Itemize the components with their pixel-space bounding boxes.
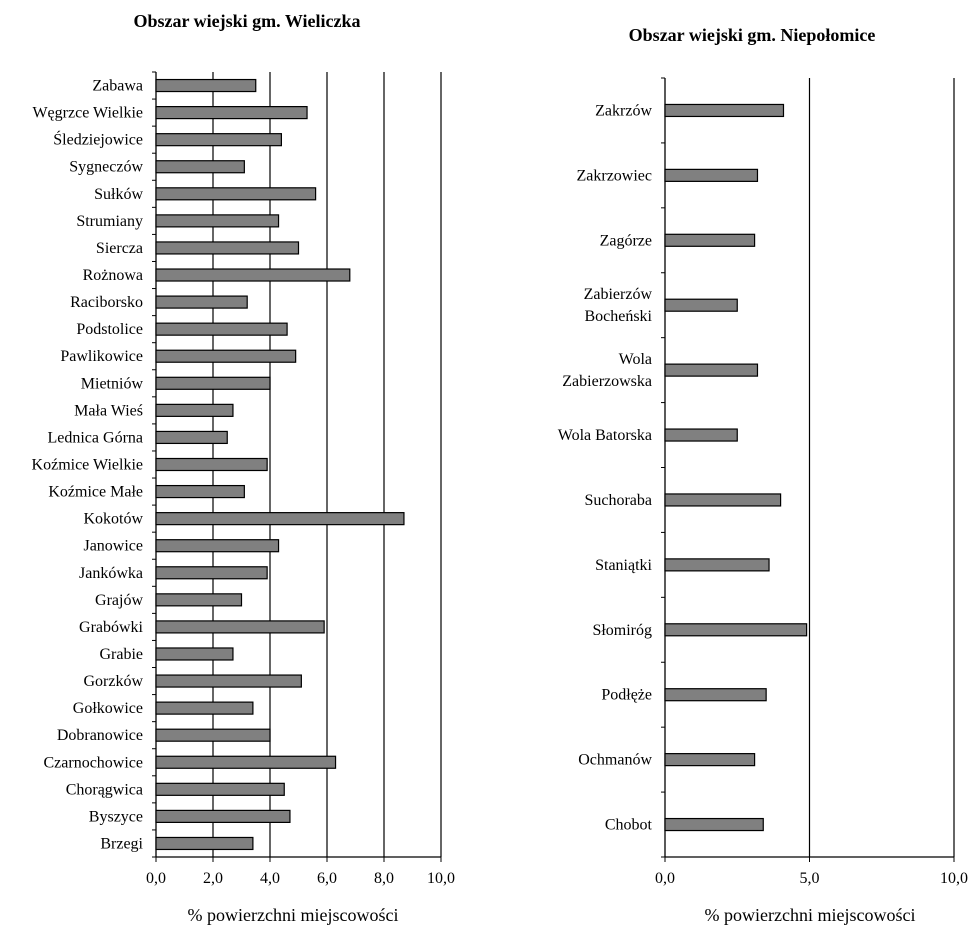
bar bbox=[155, 836, 254, 851]
category-label: Mała Wieś bbox=[74, 402, 143, 419]
category-label: Jankówka bbox=[79, 565, 143, 582]
category-label: Sułków bbox=[94, 186, 143, 203]
category-label: Czarnochowice bbox=[43, 754, 143, 771]
bar bbox=[664, 688, 767, 702]
category-label: Grabie bbox=[99, 646, 143, 663]
bar bbox=[155, 78, 257, 93]
bar bbox=[155, 457, 268, 472]
x-tick-label: 4,0 bbox=[260, 870, 280, 887]
category-label: Brzegi bbox=[100, 835, 143, 852]
category-label: Sygneczów bbox=[69, 159, 143, 176]
bar bbox=[664, 623, 808, 637]
category-label: Gorzków bbox=[83, 673, 143, 690]
bar bbox=[664, 493, 782, 507]
chart-title: Obszar wiejski gm. Niepołomice bbox=[629, 25, 876, 45]
chart-wieliczka: Obszar wiejski gm. Wieliczka % powierzch… bbox=[32, 11, 455, 925]
chart-niepolomice: Obszar wiejski gm. Niepołomice % powierz… bbox=[558, 25, 968, 925]
chart-title: Obszar wiejski gm. Wieliczka bbox=[134, 11, 361, 31]
bar bbox=[155, 403, 234, 417]
category-label: Koźmice Wielkie bbox=[32, 457, 143, 474]
category-label: Podłęże bbox=[601, 687, 652, 704]
bar bbox=[664, 817, 764, 832]
category-label: Byszyce bbox=[89, 808, 143, 825]
bar bbox=[155, 484, 245, 499]
bar bbox=[155, 728, 271, 742]
category-label: Śledziejowice bbox=[53, 130, 143, 149]
category-label: Pawlikowice bbox=[60, 348, 143, 365]
bar bbox=[155, 539, 280, 553]
category-label: Grabówki bbox=[79, 619, 144, 636]
x-tick-label: 10,0 bbox=[427, 870, 455, 887]
bar bbox=[155, 160, 245, 174]
bar bbox=[155, 133, 283, 147]
category-label: Zakrzowiec bbox=[576, 167, 652, 184]
bar bbox=[155, 214, 280, 228]
category-label: Podstolice bbox=[76, 321, 143, 338]
bar bbox=[155, 566, 268, 580]
category-label: Staniątki bbox=[595, 557, 652, 574]
bar bbox=[155, 593, 243, 607]
bar bbox=[155, 430, 228, 445]
category-label: Słomiróg bbox=[592, 622, 652, 639]
bar bbox=[155, 106, 308, 120]
bar bbox=[664, 558, 770, 572]
category-label: Strumiany bbox=[76, 213, 143, 230]
bar bbox=[155, 755, 337, 769]
bar bbox=[155, 620, 325, 634]
bar bbox=[664, 168, 759, 182]
bar bbox=[664, 363, 759, 377]
bar bbox=[155, 376, 271, 390]
x-tick-label: 10,0 bbox=[940, 870, 968, 887]
category-label: Wola Zabierzowska bbox=[562, 351, 652, 390]
bar bbox=[664, 233, 756, 247]
category-label: Kokotów bbox=[83, 511, 143, 528]
bar bbox=[155, 647, 234, 661]
bar bbox=[155, 295, 248, 309]
bar bbox=[155, 268, 351, 282]
bar bbox=[155, 349, 297, 363]
bar bbox=[155, 674, 302, 688]
bar bbox=[155, 187, 317, 201]
category-label: Dobranowice bbox=[57, 727, 143, 744]
x-axis-label: % powierzchni miejscowości bbox=[705, 905, 916, 925]
bar bbox=[155, 809, 291, 823]
bar bbox=[664, 103, 785, 118]
category-label: Ochmanów bbox=[578, 752, 652, 769]
category-label: Lednica Górna bbox=[47, 429, 143, 446]
category-label: Chobot bbox=[605, 817, 653, 834]
bar bbox=[664, 753, 756, 767]
bar bbox=[664, 428, 738, 442]
category-label: Zagórze bbox=[600, 232, 652, 249]
x-tick-label: 6,0 bbox=[317, 870, 337, 887]
category-label: Suchoraba bbox=[584, 492, 652, 509]
category-label: Koźmice Małe bbox=[48, 484, 143, 501]
bar bbox=[155, 241, 300, 255]
x-axis-label: % powierzchni miejscowości bbox=[188, 905, 399, 925]
bar bbox=[155, 512, 405, 526]
x-tick-label: 0,0 bbox=[655, 870, 675, 887]
category-label: Zakrzów bbox=[595, 102, 652, 119]
category-label: Węgrzce Wielkie bbox=[32, 105, 143, 122]
category-label: Rożnowa bbox=[83, 267, 143, 284]
category-label: Zabawa bbox=[92, 78, 143, 95]
bar bbox=[155, 782, 285, 796]
bar bbox=[664, 298, 738, 312]
category-label: Zabierzów Bocheński bbox=[584, 286, 653, 325]
category-label: Wola Batorska bbox=[558, 427, 652, 444]
category-label: Janowice bbox=[83, 538, 143, 555]
category-label: Gołkowice bbox=[73, 700, 143, 717]
category-label: Mietniów bbox=[81, 375, 144, 392]
category-label: Raciborsko bbox=[70, 294, 143, 311]
x-tick-label: 8,0 bbox=[374, 870, 394, 887]
x-tick-label: 5,0 bbox=[800, 870, 820, 887]
category-label: Grajów bbox=[95, 592, 143, 609]
category-label: Siercza bbox=[96, 240, 143, 257]
x-tick-label: 2,0 bbox=[203, 870, 223, 887]
bar bbox=[155, 322, 288, 336]
x-tick-label: 0,0 bbox=[146, 870, 166, 887]
category-label: Chorągwica bbox=[66, 781, 143, 798]
bar bbox=[155, 701, 254, 715]
